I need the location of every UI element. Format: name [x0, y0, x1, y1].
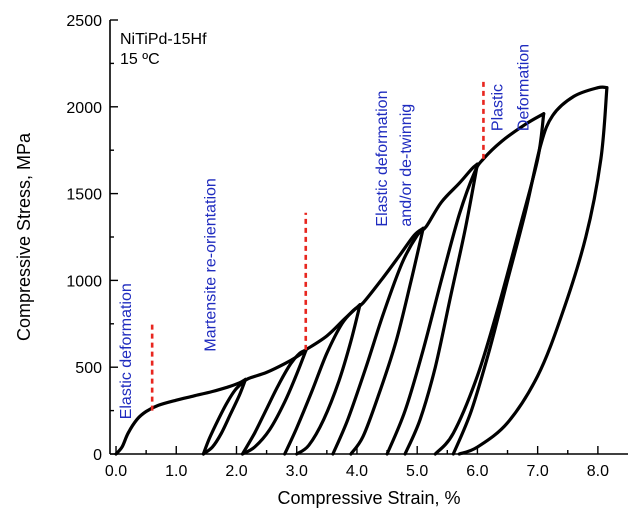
markers-layer [150, 80, 485, 411]
cycle-6-loading-curve [385, 112, 546, 456]
cycle-2-loading-curve [201, 349, 308, 456]
x-ticks-layer: 0.0 1.0 2.0 3.0 4.0 5.0 6.0 7.0 8.0 [105, 446, 609, 480]
cycle-1-unloading-curve [201, 377, 248, 456]
axes-layer [109, 20, 628, 455]
annotation-label-3: Elastic deformation [374, 91, 391, 227]
annotation-label-2: Martensite re-orientation [202, 178, 219, 351]
x-tick-label: 7.0 [527, 463, 549, 480]
x-tick-label: 6.0 [466, 463, 488, 480]
cycle-1-loading-curve [114, 377, 248, 456]
annotations-layer: Elastic deformation Martensite re-orienta… [118, 44, 532, 419]
sample-label-line-1: NiTiPd-15Hf [120, 31, 207, 48]
annotation-label-4: and/or de-twinnig [398, 104, 415, 227]
cycle-6-unloading-curve [433, 112, 546, 456]
cycle-4-unloading-curve [349, 226, 425, 456]
y-tick-label: 1000 [66, 273, 102, 290]
y-tick-label: 1500 [66, 187, 102, 204]
x-tick-label: 1.0 [165, 463, 187, 480]
cycle-7-unloading-curve [457, 86, 609, 456]
y-tick-label: 2000 [66, 100, 102, 117]
y-tick-label: 0 [93, 447, 102, 464]
annotation-label-6: Deformation [516, 44, 533, 131]
y-ticks-layer: 0 500 1000 1500 2000 2500 [66, 13, 118, 464]
y-tick-label: 500 [75, 360, 102, 377]
sample-label-line-2: 15 ºC [120, 51, 160, 68]
cycle-5-unloading-curve [403, 162, 479, 456]
x-tick-label: 2.0 [225, 463, 247, 480]
x-tick-label: 0.0 [105, 463, 127, 480]
annotation-label-1: Elastic deformation [118, 283, 135, 419]
y-axis-title: Compressive Stress, MPa [14, 132, 34, 341]
cycle-7-loading-curve [451, 85, 609, 456]
cycle-3-unloading-curve [295, 303, 362, 456]
x-tick-label: 4.0 [346, 463, 368, 480]
x-tick-label: 5.0 [406, 463, 428, 480]
curves-layer [114, 85, 609, 456]
x-axis-title: Compressive Strain, % [277, 488, 460, 508]
x-tick-label: 3.0 [286, 463, 308, 480]
cycle-2-unloading-curve [240, 349, 308, 456]
annotation-label-5: Plastic [490, 84, 507, 131]
cycle-3-loading-curve [240, 303, 362, 456]
cycle-5-loading-curve [331, 162, 479, 456]
x-tick-label: 8.0 [587, 463, 609, 480]
y-tick-label: 2500 [66, 13, 102, 30]
cycle-4-loading-curve [283, 226, 425, 456]
